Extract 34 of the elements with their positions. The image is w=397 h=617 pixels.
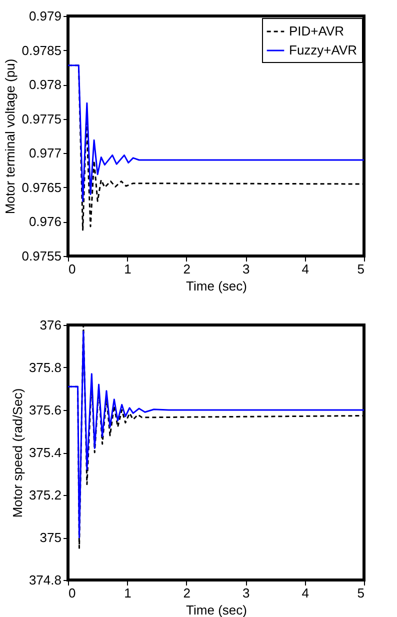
x-tick-label: 5 — [357, 586, 364, 600]
x-tick-label: 2 — [183, 586, 191, 600]
x-tick-label: 1 — [124, 586, 132, 600]
y-tick-label: 375.6 — [28, 402, 62, 418]
x-tick-label: 2 — [183, 262, 191, 276]
x-tick-label: 5 — [357, 262, 364, 276]
y-tick-label: 0.979 — [28, 8, 62, 24]
y-axis-title: Motor terminal voltage (pu) — [2, 58, 18, 214]
y-tick-label: 0.976 — [28, 214, 62, 230]
y-axis-title: Motor speed (rad/Sec) — [10, 388, 25, 518]
x-tick-label: 4 — [302, 262, 309, 276]
x-tick-label: 0 — [68, 262, 76, 276]
y-tick-label: 0.9765 — [22, 180, 62, 195]
legend-label: PID+AVR — [289, 24, 344, 38]
y-tick-label: 375.4 — [28, 445, 62, 460]
x-tick-label: 1 — [124, 262, 132, 276]
x-axis-title: Time (sec) — [186, 278, 247, 294]
y-tick-label: 375 — [40, 530, 62, 545]
y-tick-label: 0.9775 — [22, 111, 62, 126]
y-tick-label: 376 — [40, 318, 62, 332]
y-tick-label: 375.8 — [28, 360, 62, 375]
y-tick-label: 0.9785 — [22, 42, 62, 58]
x-tick-label: 0 — [68, 586, 76, 600]
x-tick-label: 3 — [242, 262, 250, 276]
y-tick-label: 0.977 — [28, 146, 62, 161]
y-tick-label: 375.2 — [28, 488, 62, 502]
y-tick-label: 0.978 — [28, 77, 62, 92]
line-series — [68, 64, 364, 202]
y-tick-label: 374.8 — [28, 572, 62, 588]
x-tick-label: 4 — [302, 586, 309, 600]
x-tick-label: 3 — [242, 586, 250, 600]
y-tick-label: 0.9755 — [22, 248, 62, 264]
legend-label: Fuzzy+AVR — [289, 42, 358, 58]
x-axis-title: Time (sec) — [186, 602, 247, 617]
